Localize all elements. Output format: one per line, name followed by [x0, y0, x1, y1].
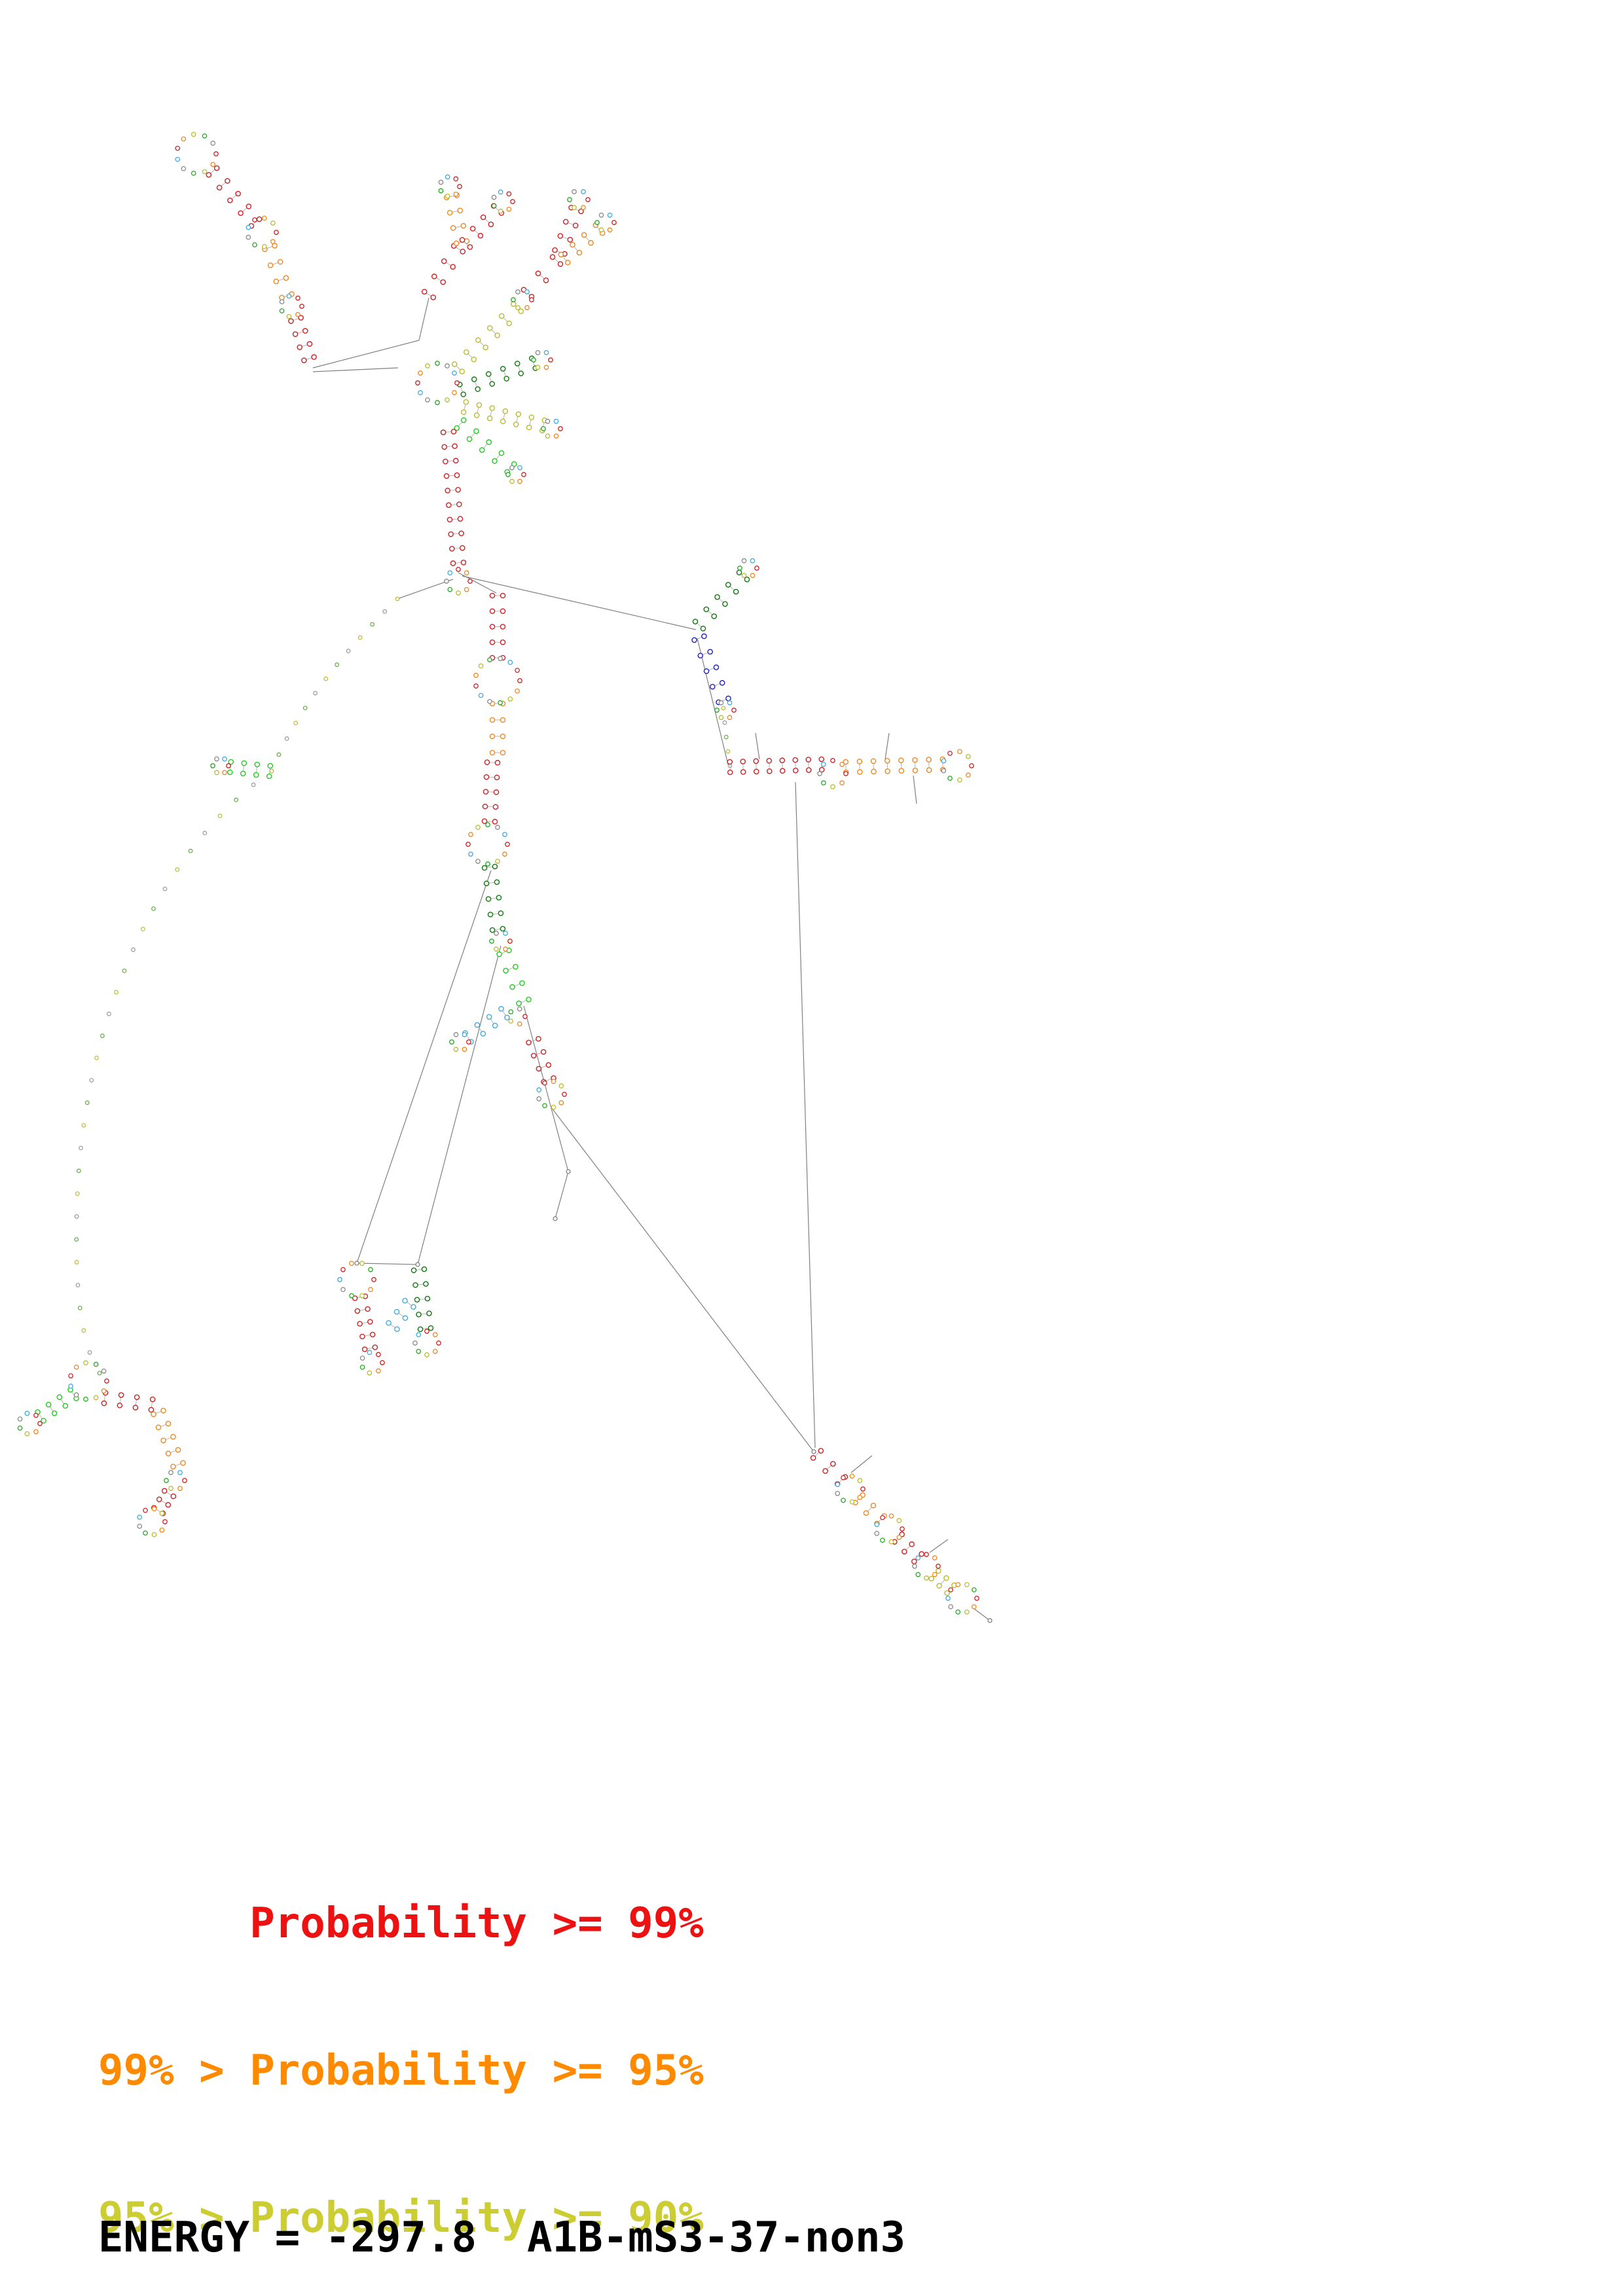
- energy-line: ENERGY = -297.8 A1B-mS3-37-non3: [98, 2214, 905, 2262]
- probability-legend: Probability >= 99% 99% > Probability >= …: [98, 1801, 704, 2296]
- diagram-single-strand-dots: [74, 596, 733, 1376]
- legend-entry-99: Probability >= 99%: [98, 1899, 704, 1948]
- diagram-connector-lines: [312, 297, 993, 1623]
- legend-entry-90-95: 95% > Probability >= 90%: [98, 2194, 704, 2242]
- energy-value-text: ENERGY = -297.8: [98, 2214, 477, 2262]
- diagram-loops: [17, 132, 979, 1615]
- structure-name-text: A1B-mS3-37-non3: [527, 2214, 905, 2262]
- diagram-helices: [35, 165, 957, 1596]
- legend-entry-95-99: 99% > Probability >= 95%: [98, 2047, 704, 2095]
